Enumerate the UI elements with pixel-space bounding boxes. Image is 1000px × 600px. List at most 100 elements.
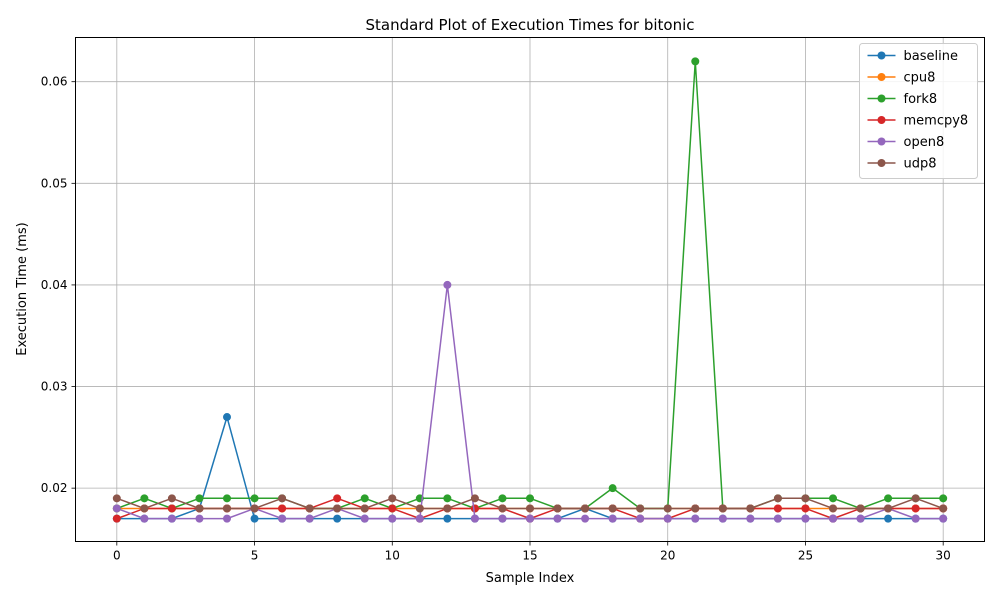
y-tick-label: 0.06 [41,75,68,89]
data-point-open8 [553,514,562,523]
data-point-memcpy8 [278,504,287,513]
data-point-open8 [718,514,727,523]
data-point-open8 [498,514,507,523]
data-point-open8 [856,514,865,523]
legend-label: baseline [904,49,958,64]
x-tick-label: 10 [385,549,400,563]
data-point-baseline [223,413,231,422]
legend-item-memcpy8: memcpy8 [867,114,968,129]
data-point-udp8 [278,494,287,503]
data-point-udp8 [746,504,755,513]
y-tick-label: 0.05 [41,176,68,190]
data-point-open8 [581,514,590,523]
data-point-open8 [195,514,204,523]
data-point-udp8 [911,494,920,503]
data-point-memcpy8 [112,514,121,523]
legend-label: cpu8 [904,71,936,86]
data-point-fork8 [443,494,452,503]
legend: baseline cpu8 fork8 memcpy8 open8 udp8 [859,43,978,179]
data-point-memcpy8 [801,504,810,513]
grid [75,37,985,542]
data-point-udp8 [470,494,479,503]
data-point-open8 [470,514,479,523]
data-point-udp8 [498,504,507,513]
data-point-fork8 [250,494,259,503]
data-point-udp8 [140,504,149,513]
data-point-open8 [608,514,617,523]
data-point-baseline [884,514,893,523]
legend-label: udp8 [904,157,937,172]
data-point-udp8 [305,504,314,513]
data-point-open8 [140,514,149,523]
data-point-fork8 [195,494,204,503]
data-point-udp8 [195,504,204,513]
data-point-udp8 [388,494,397,503]
x-tick-label: 0 [113,549,121,563]
data-point-udp8 [443,504,452,513]
data-point-fork8 [884,494,893,503]
legend-item-fork8: fork8 [867,92,937,107]
x-tick-label: 5 [251,549,259,563]
data-point-udp8 [884,504,893,513]
data-point-memcpy8 [388,504,397,513]
series-layer [112,57,948,523]
x-tick-label: 30 [936,549,951,563]
data-point-memcpy8 [911,504,920,513]
data-point-open8 [223,514,231,523]
x-tick-label: 20 [660,549,675,563]
data-point-open8 [360,514,369,523]
legend-item-cpu8: cpu8 [867,71,936,86]
data-point-memcpy8 [333,494,342,503]
data-point-memcpy8 [167,504,176,513]
data-point-fork8 [360,494,369,503]
data-point-open8 [746,514,755,523]
legend-item-baseline: baseline [867,49,958,64]
legend-label: open8 [904,135,945,150]
data-point-open8 [305,514,314,523]
data-point-fork8 [140,494,149,503]
legend-item-open8: open8 [867,135,945,150]
data-point-fork8 [498,494,507,503]
data-point-udp8 [526,504,534,513]
legend-marker [877,159,886,167]
legend-marker [877,137,886,146]
y-tick-label: 0.04 [41,278,68,292]
data-point-open8 [801,514,810,523]
data-point-open8 [112,504,121,513]
data-point-fork8 [691,57,700,66]
data-point-udp8 [636,504,645,513]
data-point-open8 [278,514,287,523]
legend-marker [877,73,886,81]
data-point-open8 [829,514,837,523]
data-point-udp8 [691,504,700,513]
data-point-open8 [911,514,920,523]
data-point-udp8 [581,504,590,513]
x-tick-label: 15 [522,549,537,563]
y-axis-label: Execution Time (ms) [15,222,30,355]
chart-title: Standard Plot of Execution Times for bit… [365,16,694,34]
legend-item-udp8: udp8 [867,157,937,172]
x-axis-label: Sample Index [486,571,575,586]
data-point-udp8 [223,504,231,513]
x-tick-label: 25 [798,549,813,563]
data-point-baseline [443,514,452,523]
data-point-fork8 [829,494,837,503]
data-point-open8 [939,514,948,523]
data-point-udp8 [801,494,810,503]
data-point-open8 [415,514,424,523]
x-axis-ticks: 0 5 10 15 20 25 30 [113,541,951,563]
legend-marker [877,116,886,124]
data-point-memcpy8 [773,504,782,513]
data-point-udp8 [663,504,672,513]
data-point-udp8 [608,504,617,513]
data-point-fork8 [608,484,617,493]
data-point-udp8 [718,504,727,513]
data-point-udp8 [856,504,865,513]
data-point-fork8 [223,494,231,503]
data-point-udp8 [360,504,369,513]
data-point-udp8 [829,504,837,513]
data-point-baseline [250,514,259,523]
data-point-udp8 [415,504,424,513]
data-point-open8 [691,514,700,523]
data-point-open8 [443,280,452,289]
